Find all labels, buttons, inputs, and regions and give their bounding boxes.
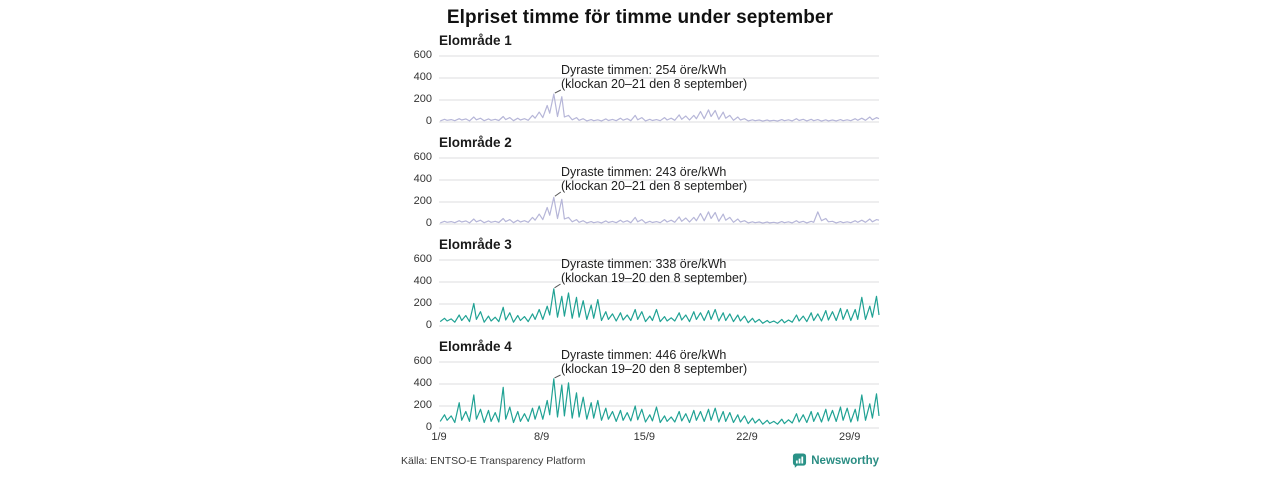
y-tick-label: 600	[413, 151, 432, 163]
y-tick-label: 0	[425, 217, 432, 229]
y-tick-label: 400	[413, 377, 432, 389]
price-line-chart	[439, 157, 880, 225]
plot-area: Dyraste timmen: 446 öre/kWh (klockan 19–…	[439, 348, 880, 429]
peak-annotation: Dyraste timmen: 338 öre/kWh (klockan 19–…	[561, 257, 748, 285]
annotation-line2: (klockan 20–21 den 8 september)	[561, 178, 748, 193]
newsworthy-logo-icon	[793, 453, 807, 468]
price-line	[439, 378, 880, 425]
y-tick-label: 600	[413, 253, 432, 265]
x-tick-label: 8/9	[534, 431, 550, 443]
x-axis: 1/9 8/9 15/9 22/9 29/9	[431, 431, 879, 446]
subplot-elomrade-2: Elområde 2 600 400 200 0 Dyraste timmen:…	[401, 134, 880, 229]
annotation-leader-line	[554, 191, 562, 197]
annotation-line1: Dyraste timmen: 338 öre/kWh	[561, 257, 727, 271]
y-tick-label: 600	[413, 49, 432, 61]
y-axis: 600 400 200 0	[401, 355, 439, 433]
peak-annotation: Dyraste timmen: 254 öre/kWh (klockan 20–…	[561, 63, 748, 91]
page-title: Elpriset timme för timme under september	[446, 7, 834, 28]
newsworthy-brand: Newsworthy	[792, 453, 879, 468]
price-line	[439, 196, 880, 224]
y-tick-label: 400	[413, 173, 432, 185]
subplot-elomrade-3: Elområde 3 600 400 200 0 Dyraste timmen:…	[401, 236, 880, 331]
subplot-title: Elområde 4	[439, 339, 512, 354]
annotation-leader-line	[554, 283, 561, 289]
price-line-chart	[439, 259, 880, 327]
annotation-line1: Dyraste timmen: 446 öre/kWh	[561, 348, 727, 362]
annotation-line2: (klockan 19–20 den 8 september)	[561, 361, 748, 376]
price-line	[439, 93, 880, 122]
price-line-chart	[439, 361, 880, 429]
y-tick-label: 200	[413, 93, 432, 105]
annotation-line2: (klockan 19–20 den 8 september)	[561, 270, 748, 285]
y-tick-label: 0	[425, 115, 432, 127]
annotation-leader-line	[554, 89, 562, 94]
brand-label: Newsworthy	[811, 454, 879, 467]
y-tick-label: 0	[425, 421, 432, 433]
figure: Elpriset timme för timme under september…	[401, 6, 880, 468]
subplot-elomrade-4: Elområde 4 600 400 200 0 Dyraste timmen:…	[401, 338, 880, 433]
x-tick-label: 15/9	[633, 431, 656, 443]
subplot-elomrade-1: Elområde 1 600 400 200 0 Dyraste timmen:…	[401, 32, 880, 127]
x-tick-label: 1/9	[431, 431, 447, 443]
y-tick-label: 600	[413, 355, 432, 367]
x-tick-label: 22/9	[736, 431, 758, 443]
annotation-line2: (klockan 20–21 den 8 september)	[561, 76, 748, 91]
y-axis: 600 400 200 0	[401, 49, 439, 127]
x-tick-label: 29/9	[838, 431, 861, 443]
subplot-title: Elområde 3	[439, 237, 512, 252]
y-axis: 600 400 200 0	[401, 253, 439, 331]
peak-annotation: Dyraste timmen: 446 öre/kWh (klockan 19–…	[561, 348, 748, 376]
price-line	[439, 288, 880, 324]
annotation-line1: Dyraste timmen: 254 öre/kWh	[561, 63, 727, 77]
source-attribution: Källa: ENTSO-E Transparency Platform	[401, 454, 586, 467]
y-tick-label: 0	[425, 319, 432, 331]
price-line-chart	[439, 55, 880, 123]
peak-annotation: Dyraste timmen: 243 öre/kWh (klockan 20–…	[561, 165, 748, 193]
y-tick-label: 200	[413, 195, 432, 207]
y-tick-label: 200	[413, 297, 432, 309]
annotation-leader-line	[554, 374, 561, 379]
plot-area: Dyraste timmen: 338 öre/kWh (klockan 19–…	[439, 256, 880, 327]
plot-area: Dyraste timmen: 243 öre/kWh (klockan 20–…	[439, 154, 880, 225]
y-tick-label: 200	[413, 399, 432, 411]
subplot-title: Elområde 2	[439, 135, 512, 150]
figure-footer: Källa: ENTSO-E Transparency Platform New…	[401, 453, 879, 468]
annotation-line1: Dyraste timmen: 243 öre/kWh	[561, 165, 727, 179]
y-tick-label: 400	[413, 71, 432, 83]
y-tick-label: 400	[413, 275, 432, 287]
plot-area: Dyraste timmen: 254 öre/kWh (klockan 20–…	[439, 52, 880, 123]
y-axis: 600 400 200 0	[401, 151, 439, 229]
subplot-title: Elområde 1	[439, 33, 512, 48]
